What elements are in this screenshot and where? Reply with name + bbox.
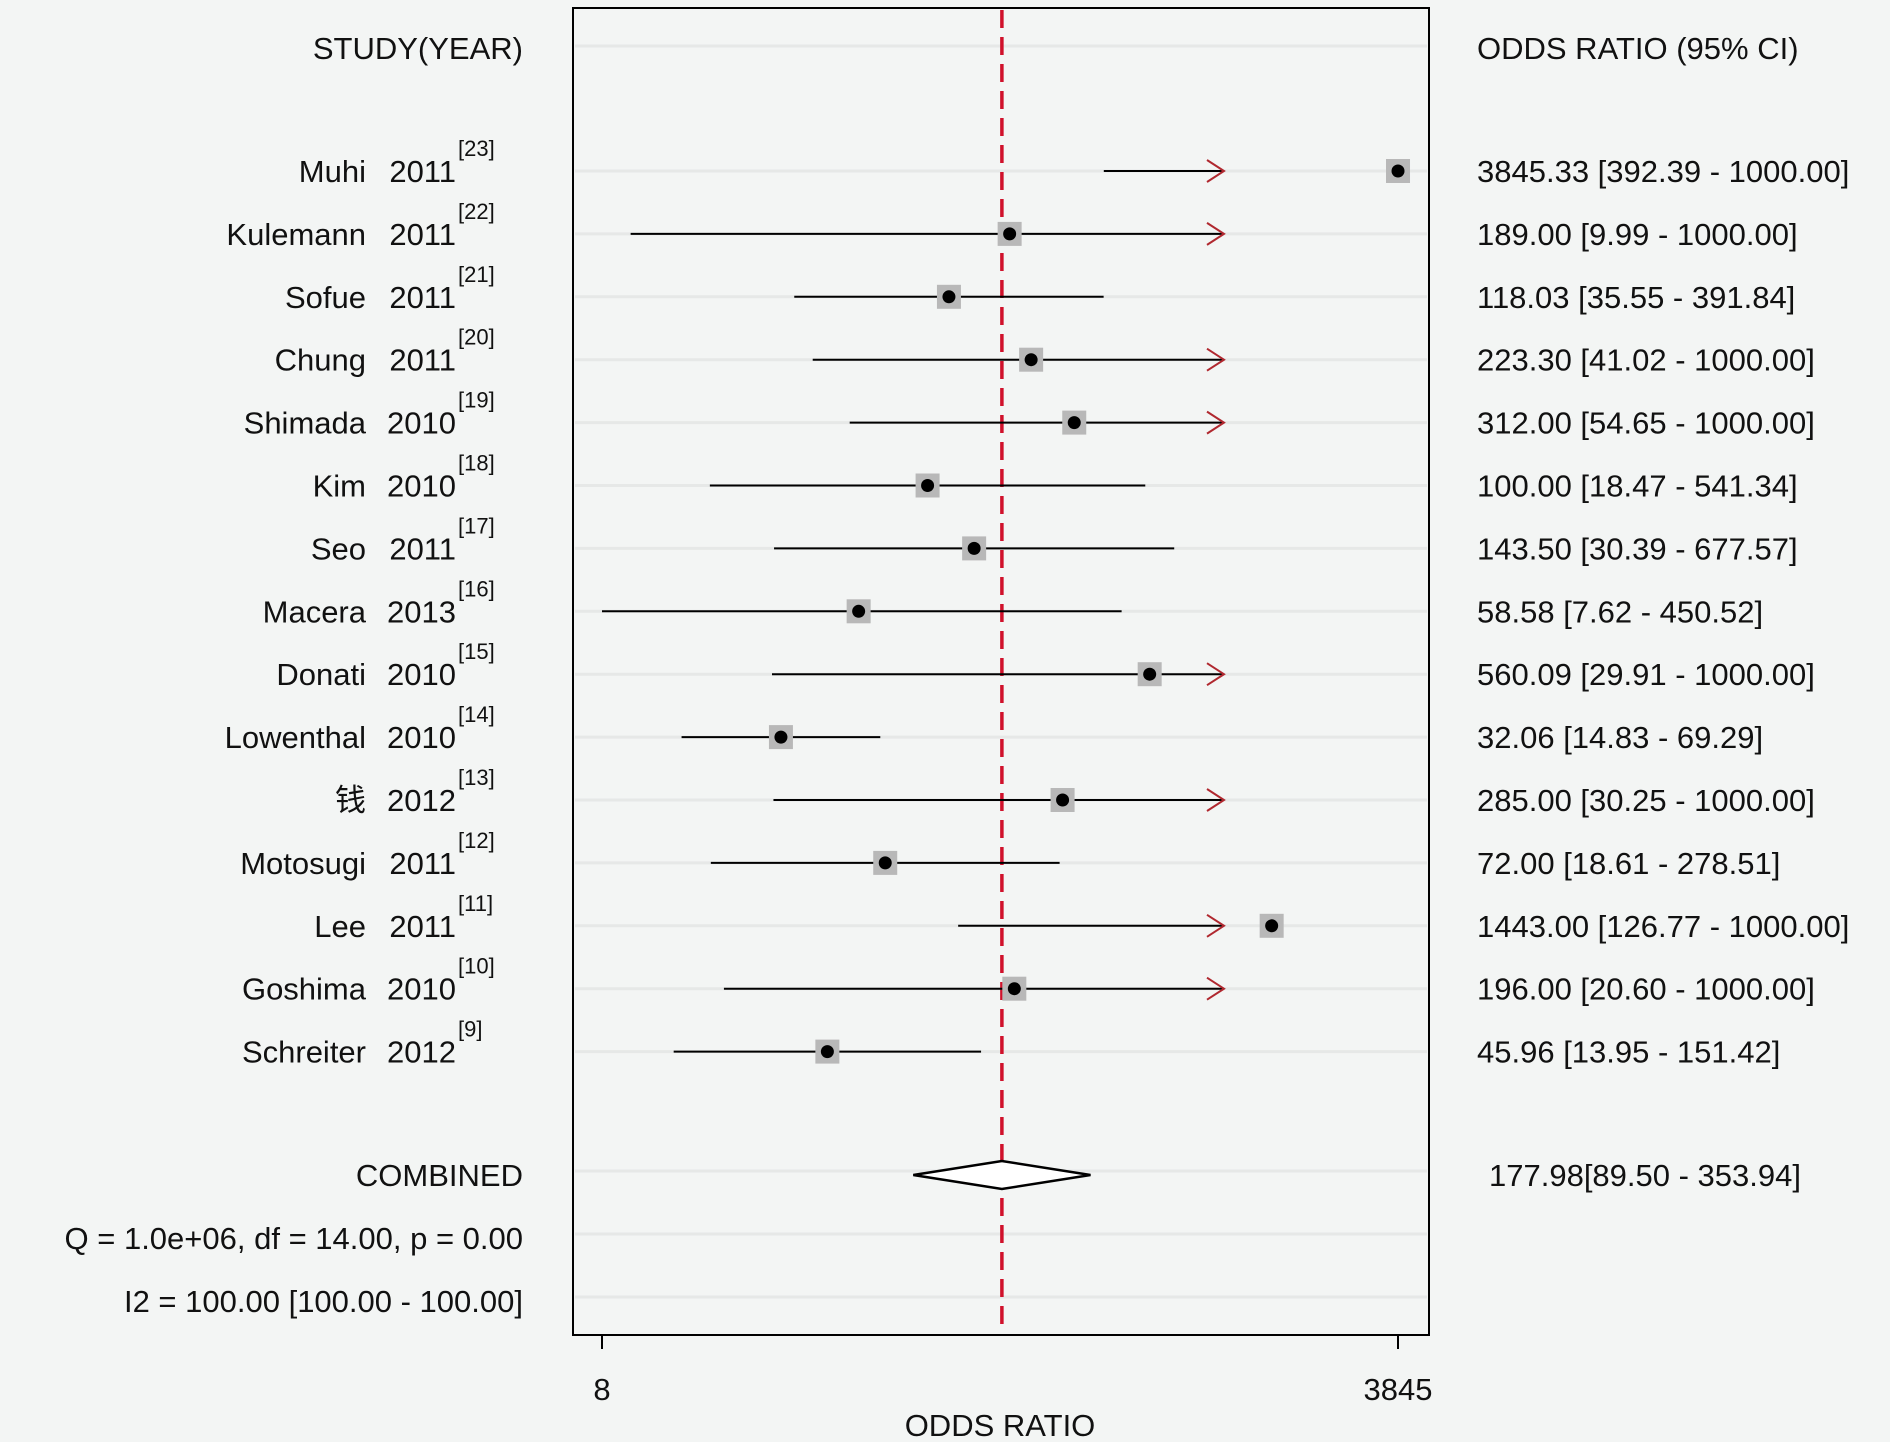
study-reference: [9] xyxy=(458,1017,482,1042)
ci-arrow xyxy=(1206,662,1226,687)
ci-arrow xyxy=(1206,347,1226,372)
study-reference: [18] xyxy=(458,451,495,476)
combined-label: COMBINED xyxy=(356,1158,523,1193)
study-ci-text: 3845.33 [392.39 - 1000.00] xyxy=(1477,154,1849,189)
point-estimate xyxy=(942,290,956,304)
point-estimate xyxy=(1143,667,1157,681)
study-ci-text: 196.00 [20.60 - 1000.00] xyxy=(1477,972,1815,1007)
study-ci-text: 58.58 [7.62 - 450.52] xyxy=(1477,594,1763,629)
point-estimate xyxy=(1056,793,1070,807)
point-estimate xyxy=(921,479,935,492)
study-name: Seo xyxy=(311,531,366,566)
study-year: 2012 xyxy=(387,1035,456,1070)
study-year: 2010 xyxy=(387,469,456,504)
study-column-header: STUDY(YEAR) xyxy=(313,31,523,66)
study-year: 2011 xyxy=(389,280,456,315)
point-estimate xyxy=(967,541,981,555)
ci-arrow xyxy=(1206,159,1226,183)
study-name: Macera xyxy=(263,594,367,629)
ci-arrow xyxy=(1206,788,1226,812)
study-name: 钱 xyxy=(335,783,366,818)
ci-arrow xyxy=(1206,410,1226,435)
study-year: 2012 xyxy=(387,783,456,818)
point-estimate xyxy=(852,604,866,618)
x-tick-label-min: 8 xyxy=(593,1372,610,1407)
study-name: Kulemann xyxy=(226,217,366,252)
ci-arrow xyxy=(1206,913,1226,938)
study-reference: [12] xyxy=(458,828,495,853)
study-name: Schreiter xyxy=(242,1035,366,1070)
point-estimate xyxy=(1007,982,1021,996)
study-year: 2013 xyxy=(387,594,456,629)
study-labels: Muhi 2011[23]3845.33 [392.39 - 1000.00]Ku… xyxy=(225,136,1850,1070)
study-reference: [17] xyxy=(458,513,495,538)
point-estimate xyxy=(878,856,892,870)
study-name: Lowenthal xyxy=(225,720,366,755)
study-reference: [13] xyxy=(458,765,495,790)
point-estimate xyxy=(1003,227,1017,241)
point-estimate xyxy=(1265,919,1279,933)
study-reference: [16] xyxy=(458,576,495,601)
study-year: 2011 xyxy=(389,909,456,944)
study-reference: [14] xyxy=(458,702,495,727)
study-name: Goshima xyxy=(242,972,367,1007)
study-reference: [19] xyxy=(458,388,495,413)
study-ci-text: 312.00 [54.65 - 1000.00] xyxy=(1477,406,1815,441)
study-name: Chung xyxy=(275,343,366,378)
heterogeneity-i2-text: I2 = 100.00 [100.00 - 100.00] xyxy=(124,1284,523,1319)
study-year: 2011 xyxy=(389,343,456,378)
point-estimate xyxy=(1024,353,1038,367)
study-year: 2011 xyxy=(389,217,456,252)
study-reference: [20] xyxy=(458,325,495,350)
study-ci-text: 223.30 [41.02 - 1000.00] xyxy=(1477,343,1815,378)
study-ci-text: 285.00 [30.25 - 1000.00] xyxy=(1477,783,1815,818)
point-estimate xyxy=(820,1045,834,1059)
point-estimate xyxy=(774,730,788,744)
study-name: Shimada xyxy=(244,406,367,441)
study-name: Muhi xyxy=(299,154,366,189)
odds-ratio-column-header: ODDS RATIO (95% CI) xyxy=(1477,31,1799,66)
study-name: Sofue xyxy=(285,280,366,315)
study-year: 2011 xyxy=(389,846,456,881)
study-reference: [21] xyxy=(458,262,495,287)
study-reference: [22] xyxy=(458,199,495,224)
study-year: 2010 xyxy=(387,657,456,692)
study-name: Lee xyxy=(314,909,366,944)
combined-diamond xyxy=(913,1159,1091,1191)
study-name: Motosugi xyxy=(240,846,366,881)
study-reference: [11] xyxy=(458,891,493,916)
study-year: 2010 xyxy=(387,720,456,755)
study-ci-text: 1443.00 [126.77 - 1000.00] xyxy=(1477,909,1849,944)
study-ci-text: 143.50 [30.39 - 677.57] xyxy=(1477,531,1798,566)
study-reference: [15] xyxy=(458,639,495,664)
study-ci-text: 189.00 [9.99 - 1000.00] xyxy=(1477,217,1798,252)
study-name: Kim xyxy=(313,469,366,504)
study-year: 2010 xyxy=(387,406,456,441)
study-ci-text: 32.06 [14.83 - 69.29] xyxy=(1477,720,1763,755)
ci-arrow xyxy=(1206,222,1226,246)
x-tick-label-max: 3845 xyxy=(1364,1372,1433,1407)
study-ci-text: 118.03 [35.55 - 391.84] xyxy=(1477,280,1795,315)
study-reference: [10] xyxy=(458,954,495,979)
heterogeneity-q-text: Q = 1.0e+06, df = 14.00, p = 0.00 xyxy=(65,1221,523,1256)
plot-frame xyxy=(572,7,1430,1336)
point-estimate xyxy=(1067,416,1081,430)
study-ci-text: 45.96 [13.95 - 151.42] xyxy=(1477,1035,1780,1070)
study-year: 2011 xyxy=(389,154,456,189)
study-ci-text: 560.09 [29.91 - 1000.00] xyxy=(1477,657,1815,692)
study-name: Donati xyxy=(276,657,366,692)
point-estimate xyxy=(1391,164,1405,178)
study-reference: [23] xyxy=(458,136,495,161)
combined-ci-text: 177.98[89.50 - 353.94] xyxy=(1489,1158,1801,1193)
study-ci-text: 72.00 [18.61 - 278.51] xyxy=(1477,846,1780,881)
study-marks xyxy=(602,159,1411,1064)
study-ci-text: 100.00 [18.47 - 541.34] xyxy=(1477,469,1798,504)
study-year: 2011 xyxy=(389,531,456,566)
study-year: 2010 xyxy=(387,972,456,1007)
x-axis-label: ODDS RATIO xyxy=(905,1408,1096,1442)
ci-arrow xyxy=(1206,976,1226,1001)
